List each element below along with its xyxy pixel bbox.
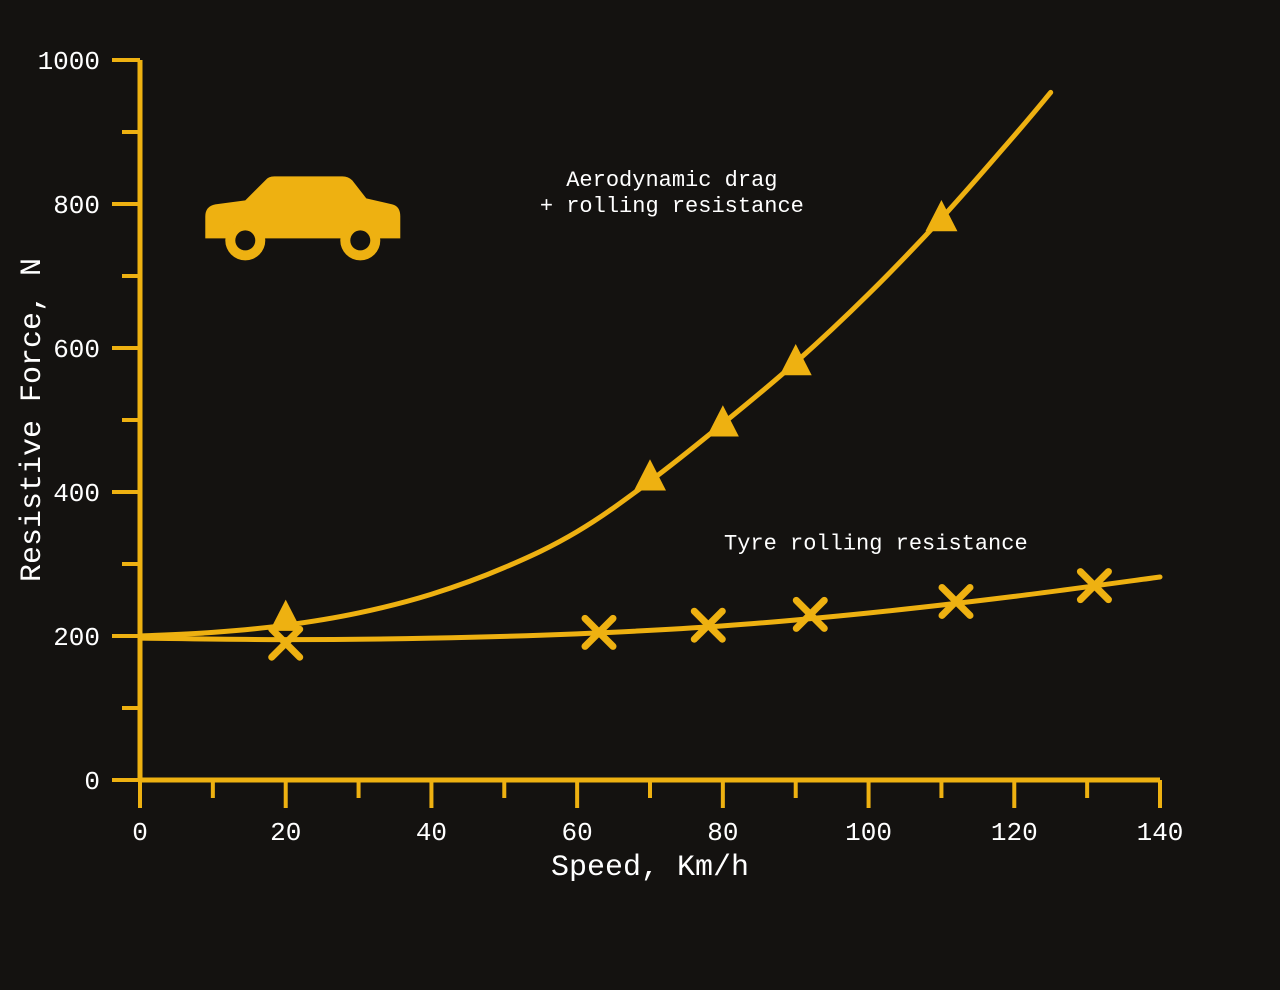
series-label-aero_plus_rolling: Aerodynamic drag+ rolling resistance: [540, 168, 804, 219]
y-tick-label: 1000: [38, 47, 100, 77]
y-tick-label: 0: [84, 767, 100, 797]
x-axis-label: Speed, Km/h: [551, 851, 749, 885]
resistive-force-chart: 0 20 40 60 80 100 120 140 0 200 400 600 800 1000 Speed…: [0, 0, 1280, 990]
y-axis-label: Resistive Force, N: [16, 258, 50, 582]
y-tick-label: 400: [53, 479, 100, 509]
x-tick-label: 60: [562, 818, 593, 848]
x-tick-label: 80: [707, 818, 738, 848]
x-tick-label: 20: [270, 818, 301, 848]
y-tick-label: 600: [53, 335, 100, 365]
x-tick-label: 120: [991, 818, 1038, 848]
x-tick-label: 140: [1137, 818, 1184, 848]
y-tick-label: 800: [53, 191, 100, 221]
x-tick-label: 40: [416, 818, 447, 848]
x-tick-label: 100: [845, 818, 892, 848]
y-tick-label: 200: [53, 623, 100, 653]
series-label-tyre_rolling: Tyre rolling resistance: [724, 532, 1028, 557]
x-tick-label: 0: [132, 818, 148, 848]
